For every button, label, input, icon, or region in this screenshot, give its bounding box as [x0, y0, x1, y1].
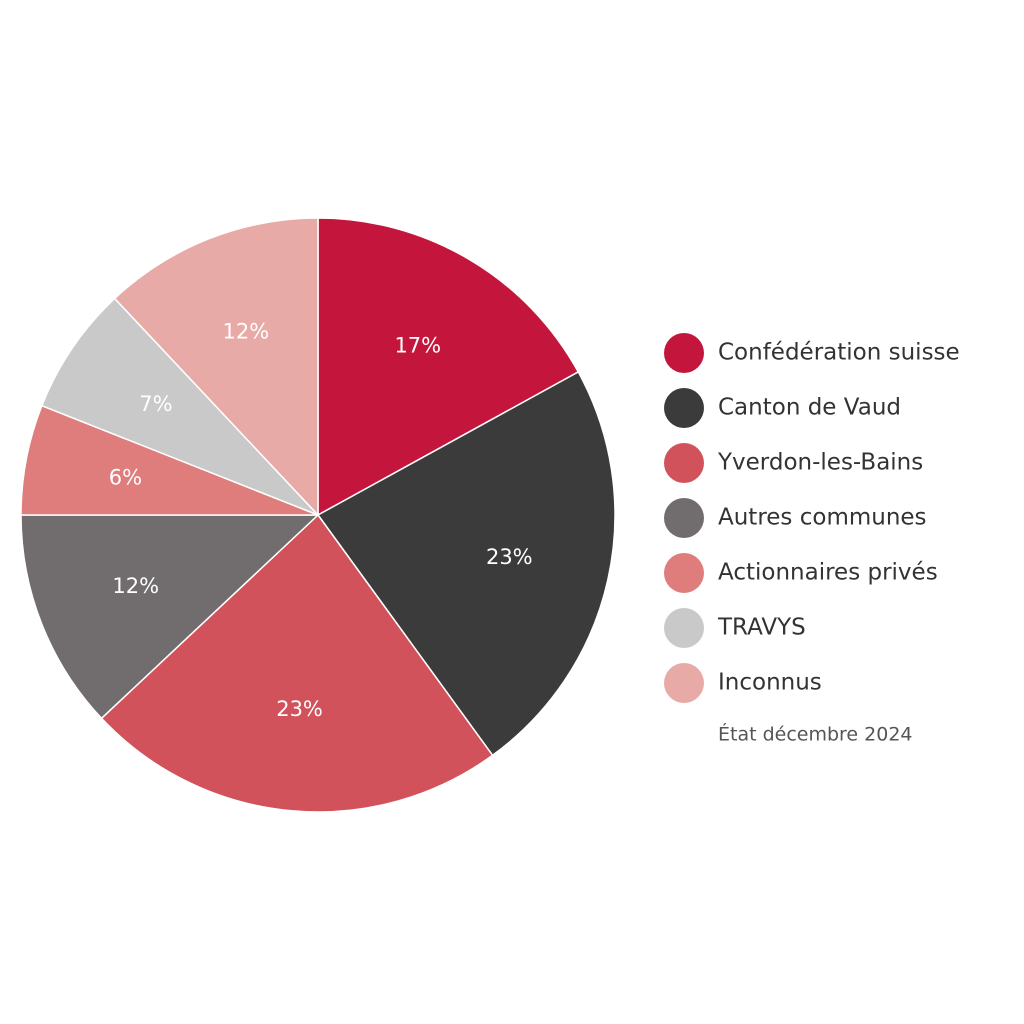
- legend-swatch: [664, 333, 704, 373]
- slice-label: 7%: [139, 392, 172, 416]
- slice-label: 12%: [112, 574, 159, 598]
- pie-slice: [40, 297, 319, 516]
- pie-slice: [316, 370, 616, 757]
- pie-slice: [20, 514, 320, 720]
- legend-label: Autres communes: [718, 505, 927, 531]
- pie-slice: [113, 217, 319, 517]
- slice-label: 23%: [276, 697, 323, 721]
- legend-swatch: [664, 663, 704, 703]
- legend-label: Actionnaires privés: [718, 560, 938, 586]
- legend-swatch: [664, 553, 704, 593]
- legend-label: TRAVYS: [717, 615, 806, 641]
- legend-label: Confédération suisse: [718, 340, 960, 366]
- slice-label: 6%: [109, 465, 142, 489]
- legend-label: Inconnus: [718, 670, 822, 696]
- legend-label: Yverdon-les-Bains: [717, 450, 923, 476]
- legend-label: Canton de Vaud: [718, 395, 901, 421]
- slice-label: 23%: [486, 545, 533, 569]
- pie-slice: [317, 217, 580, 517]
- legend-swatch: [664, 443, 704, 483]
- slice-label: 12%: [222, 320, 269, 344]
- annotation: État décembre 2024: [718, 723, 913, 746]
- legend-swatch: [664, 608, 704, 648]
- slice-label: 17%: [394, 333, 441, 357]
- pie-slice: [100, 513, 494, 813]
- legend-swatch: [664, 498, 704, 538]
- legend-swatch: [664, 388, 704, 428]
